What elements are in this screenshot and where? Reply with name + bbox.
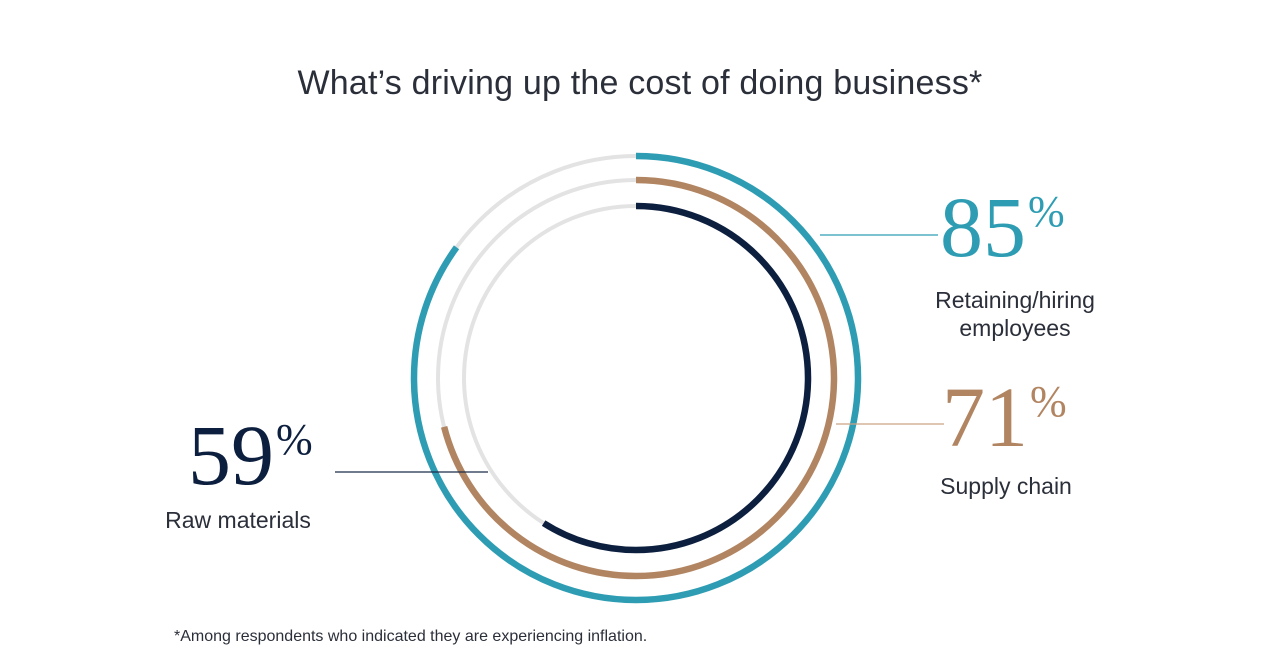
value-label-raw: 59%	[188, 412, 313, 498]
value-raw: 59	[188, 407, 274, 503]
value-label-employees: 85%	[940, 184, 1065, 270]
value-employees: 85	[940, 179, 1026, 275]
ring-arc-employees	[410, 152, 862, 604]
percent-sign-supply: %	[1030, 377, 1067, 426]
chart-title: What’s driving up the cost of doing busi…	[297, 64, 983, 102]
ring-arc-supply	[434, 176, 838, 580]
percent-sign-raw: %	[276, 415, 313, 464]
category-label-employees-line2: employees	[959, 315, 1071, 341]
value-supply: 71	[942, 369, 1028, 465]
value-label-supply: 71%	[942, 374, 1067, 460]
category-label-raw: Raw materials	[165, 507, 311, 533]
category-label-supply: Supply chain	[940, 473, 1072, 499]
category-label-employees: Retaining/hiring employees	[900, 286, 1130, 342]
footnote: *Among respondents who indicated they ar…	[174, 628, 648, 645]
percent-sign-employees: %	[1028, 187, 1065, 236]
ring-arc-raw	[460, 202, 812, 554]
category-label-employees-line1: Retaining/hiring	[935, 287, 1095, 313]
